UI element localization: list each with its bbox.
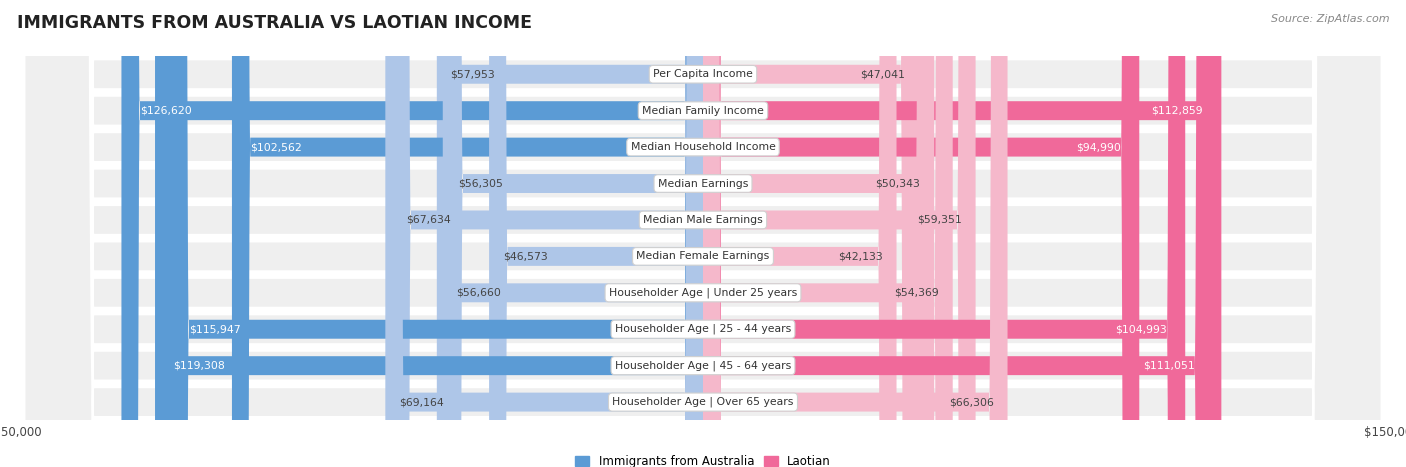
Text: Householder Age | 45 - 64 years: Householder Age | 45 - 64 years <box>614 361 792 371</box>
Text: $102,562: $102,562 <box>250 142 302 152</box>
Text: Median Family Income: Median Family Income <box>643 106 763 116</box>
Text: $50,343: $50,343 <box>876 178 921 189</box>
Text: $47,041: $47,041 <box>860 69 905 79</box>
FancyBboxPatch shape <box>24 0 1382 467</box>
FancyBboxPatch shape <box>703 0 1139 467</box>
Text: $42,133: $42,133 <box>838 251 883 262</box>
FancyBboxPatch shape <box>24 0 1382 467</box>
Text: $59,351: $59,351 <box>917 215 962 225</box>
Text: Householder Age | Over 65 years: Householder Age | Over 65 years <box>612 397 794 407</box>
FancyBboxPatch shape <box>24 0 1382 467</box>
FancyBboxPatch shape <box>437 0 703 467</box>
FancyBboxPatch shape <box>24 0 1382 467</box>
FancyBboxPatch shape <box>703 0 897 467</box>
FancyBboxPatch shape <box>24 0 1382 467</box>
Text: $104,993: $104,993 <box>1115 324 1167 334</box>
FancyBboxPatch shape <box>392 0 703 467</box>
Text: $67,634: $67,634 <box>406 215 451 225</box>
Text: $54,369: $54,369 <box>894 288 939 298</box>
Text: $94,990: $94,990 <box>1076 142 1121 152</box>
Text: $56,305: $56,305 <box>458 178 503 189</box>
FancyBboxPatch shape <box>24 0 1382 467</box>
FancyBboxPatch shape <box>155 0 703 467</box>
FancyBboxPatch shape <box>24 0 1382 467</box>
FancyBboxPatch shape <box>24 0 1382 467</box>
Text: Median Household Income: Median Household Income <box>630 142 776 152</box>
Text: Median Female Earnings: Median Female Earnings <box>637 251 769 262</box>
FancyBboxPatch shape <box>24 0 1382 467</box>
Text: $126,620: $126,620 <box>139 106 191 116</box>
FancyBboxPatch shape <box>703 0 976 467</box>
Text: Per Capita Income: Per Capita Income <box>652 69 754 79</box>
FancyBboxPatch shape <box>121 0 703 467</box>
Text: $66,306: $66,306 <box>949 397 994 407</box>
Text: $119,308: $119,308 <box>173 361 225 371</box>
Text: Householder Age | Under 25 years: Householder Age | Under 25 years <box>609 288 797 298</box>
Text: $46,573: $46,573 <box>503 251 547 262</box>
Text: $69,164: $69,164 <box>399 397 444 407</box>
Text: Householder Age | 25 - 44 years: Householder Age | 25 - 44 years <box>614 324 792 334</box>
Text: $57,953: $57,953 <box>450 69 495 79</box>
Text: $112,859: $112,859 <box>1152 106 1204 116</box>
Text: IMMIGRANTS FROM AUSTRALIA VS LAOTIAN INCOME: IMMIGRANTS FROM AUSTRALIA VS LAOTIAN INC… <box>17 14 531 32</box>
Text: $56,660: $56,660 <box>457 288 502 298</box>
Text: Source: ZipAtlas.com: Source: ZipAtlas.com <box>1271 14 1389 24</box>
Text: Median Earnings: Median Earnings <box>658 178 748 189</box>
FancyBboxPatch shape <box>703 0 1213 467</box>
Legend: Immigrants from Australia, Laotian: Immigrants from Australia, Laotian <box>571 450 835 467</box>
Text: $115,947: $115,947 <box>188 324 240 334</box>
Text: Median Male Earnings: Median Male Earnings <box>643 215 763 225</box>
FancyBboxPatch shape <box>489 0 703 467</box>
Text: $111,051: $111,051 <box>1143 361 1195 371</box>
FancyBboxPatch shape <box>703 0 1185 467</box>
FancyBboxPatch shape <box>170 0 703 467</box>
FancyBboxPatch shape <box>703 0 953 467</box>
FancyBboxPatch shape <box>232 0 703 467</box>
FancyBboxPatch shape <box>703 0 1222 467</box>
FancyBboxPatch shape <box>703 0 1008 467</box>
FancyBboxPatch shape <box>24 0 1382 467</box>
FancyBboxPatch shape <box>703 0 934 467</box>
FancyBboxPatch shape <box>444 0 703 467</box>
FancyBboxPatch shape <box>385 0 703 467</box>
FancyBboxPatch shape <box>443 0 703 467</box>
FancyBboxPatch shape <box>703 0 920 467</box>
